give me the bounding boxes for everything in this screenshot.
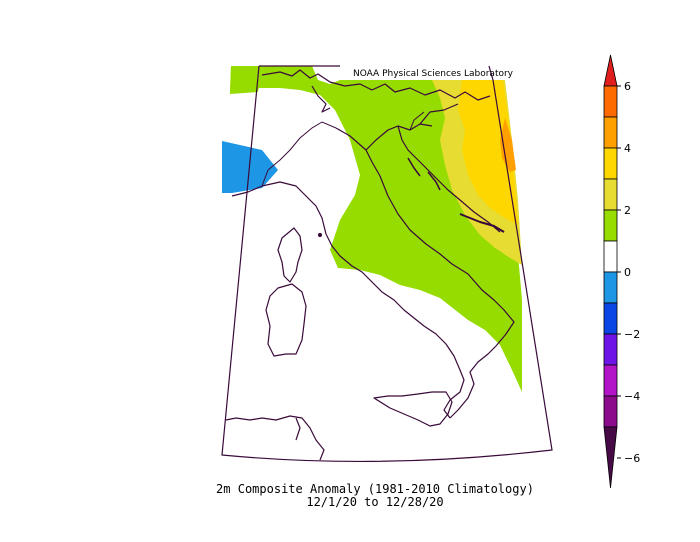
caption-line2: 12/1/20 to 12/28/20 <box>306 495 443 509</box>
colorbar-tick-label: 6 <box>624 80 631 93</box>
italy-west-coast <box>325 233 465 419</box>
colorbar-tick-label: −6 <box>624 452 640 465</box>
sardinia <box>265 283 307 357</box>
caption-line1: 2m Composite Anomaly (1981-2010 Climatol… <box>216 482 534 496</box>
anomaly-fill-orange <box>500 118 516 172</box>
colorbar-tick-label: 0 <box>624 266 631 279</box>
colorbar-band <box>603 147 618 180</box>
colorbar-band <box>603 271 618 304</box>
anomaly-fill-green-top <box>230 66 262 94</box>
colorbar-band <box>603 364 618 397</box>
corsica <box>277 227 303 283</box>
colorbar-band <box>603 302 618 335</box>
colorbar-tick-label: −2 <box>624 328 640 341</box>
anomaly-fills <box>222 66 522 392</box>
map-panel: NOAA Physical Sciences Laboratory <box>221 65 553 463</box>
coastlines <box>225 69 515 461</box>
colorbar-tick-label: 2 <box>624 204 631 217</box>
credit-text: NOAA Physical Sciences Laboratory <box>353 69 514 79</box>
map-boundary <box>221 65 553 463</box>
colorbar-band <box>603 54 618 87</box>
colorbar-band <box>603 116 618 149</box>
colorbar-tick-label: −4 <box>624 390 640 403</box>
colorbar-band <box>603 178 618 211</box>
italy-east-coast <box>365 149 515 347</box>
colorbar-tick-label: 4 <box>624 142 631 155</box>
colorbar: 6 4 2 0 −2 −4 −6 <box>603 54 640 489</box>
colorbar-band <box>603 85 618 118</box>
colorbar-band <box>603 426 618 489</box>
north-africa <box>225 415 325 461</box>
colorbar-band <box>603 395 618 428</box>
country-borders <box>261 111 425 187</box>
anomaly-fill-light-blue <box>222 141 278 193</box>
colorbar-band <box>603 333 618 366</box>
colorbar-band <box>603 240 618 273</box>
colorbar-band <box>603 209 618 242</box>
sicily <box>373 391 453 427</box>
northern-border <box>261 69 491 101</box>
french-coast <box>231 181 327 235</box>
anomaly-fill-yellow <box>458 80 518 225</box>
